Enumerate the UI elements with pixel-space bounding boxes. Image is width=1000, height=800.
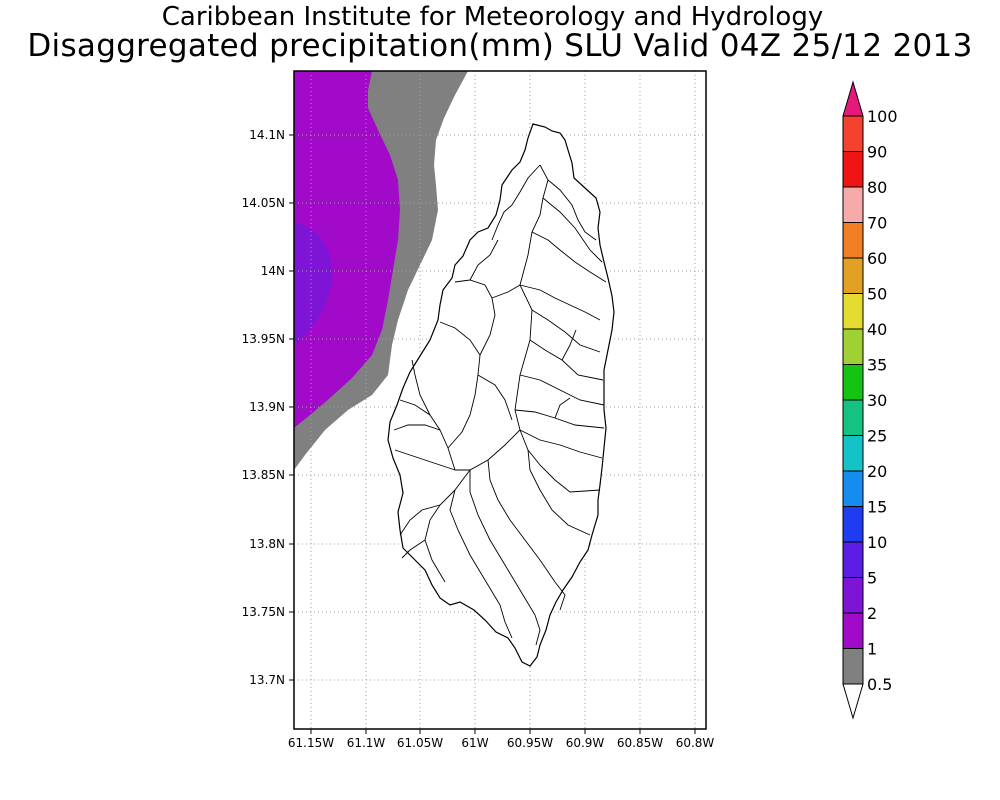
chart-title: Caribbean Institute for Meteorology and … [161,2,824,32]
axis-ticks [289,134,696,734]
lat-label: 14.1N [249,128,285,142]
colorbar-swatch [842,612,864,649]
lat-label: 13.9N [249,400,285,414]
colorbar: 100 90 80 70 60 50 40 35 30 25 20 15 10 … [842,80,898,720]
colorbar-swatch [842,293,864,330]
lat-label: 13.7N [249,673,285,687]
colorbar-swatch [842,506,864,543]
lon-label: 61.05W [397,736,443,750]
colorbar-swatch [842,257,864,294]
colorbar-label: 100 [867,107,898,126]
colorbar-label: 1 [867,640,877,659]
colorbar-swatch [842,470,864,507]
lon-label: 61W [461,736,488,750]
colorbar-label: 35 [867,356,887,375]
colorbar-label: 10 [867,533,887,552]
lat-label: 13.95N [242,332,285,346]
island-outline [387,123,615,667]
colorbar-swatch [842,577,864,614]
lat-label: 13.85N [242,468,285,482]
colorbar-swatch [842,541,864,578]
colorbar-swatch [842,151,864,188]
lat-label: 14N [261,264,285,278]
lon-label: 61.15W [288,736,334,750]
colorbar-label: 15 [867,498,887,517]
lat-labels: 14.1N 14.05N 14N 13.95N 13.9N 13.85N 13.… [242,128,285,687]
lon-label: 60.8W [676,736,715,750]
colorbar-swatch [842,328,864,365]
colorbar-top-triangle [842,80,864,117]
colorbar-label: 80 [867,178,887,197]
colorbar-swatch [842,222,864,259]
colorbar-label: 2 [867,604,877,623]
colorbar-swatch [842,648,864,685]
colorbar-label: 20 [867,462,887,481]
chart-subtitle: Disaggregated precipitation(mm) SLU Vali… [27,28,973,64]
colorbar-label: 0.5 [867,675,892,694]
colorbar-swatch [842,186,864,223]
lat-label: 14.05N [242,196,285,210]
colorbar-label: 60 [867,249,887,268]
colorbar-label: 40 [867,320,887,339]
colorbar-swatch [842,364,864,401]
colorbar-bottom-triangle [842,683,864,720]
colorbar-label: 30 [867,391,887,410]
colorbar-label: 5 [867,569,877,588]
lon-label: 60.9W [566,736,605,750]
lat-label: 13.8N [249,537,285,551]
lon-label: 60.95W [507,736,553,750]
colorbar-label: 70 [867,214,887,233]
lon-label: 60.85W [617,736,663,750]
lon-labels: 61.15W 61.1W 61.05W 61W 60.95W 60.9W 60.… [288,736,715,750]
colorbar-swatch [842,435,864,472]
colorbar-swatch [842,399,864,436]
colorbar-swatch [842,115,864,152]
watershed-boundaries [393,164,607,646]
map-frame [293,70,707,730]
precip-band-2-5 [294,222,332,345]
colorbar-label: 50 [867,285,887,304]
lat-label: 13.75N [242,605,285,619]
precip-band-1-2 [294,71,400,428]
colorbar-label: 25 [867,427,887,446]
colorbar-label: 90 [867,143,887,162]
lon-label: 61.1W [347,736,386,750]
